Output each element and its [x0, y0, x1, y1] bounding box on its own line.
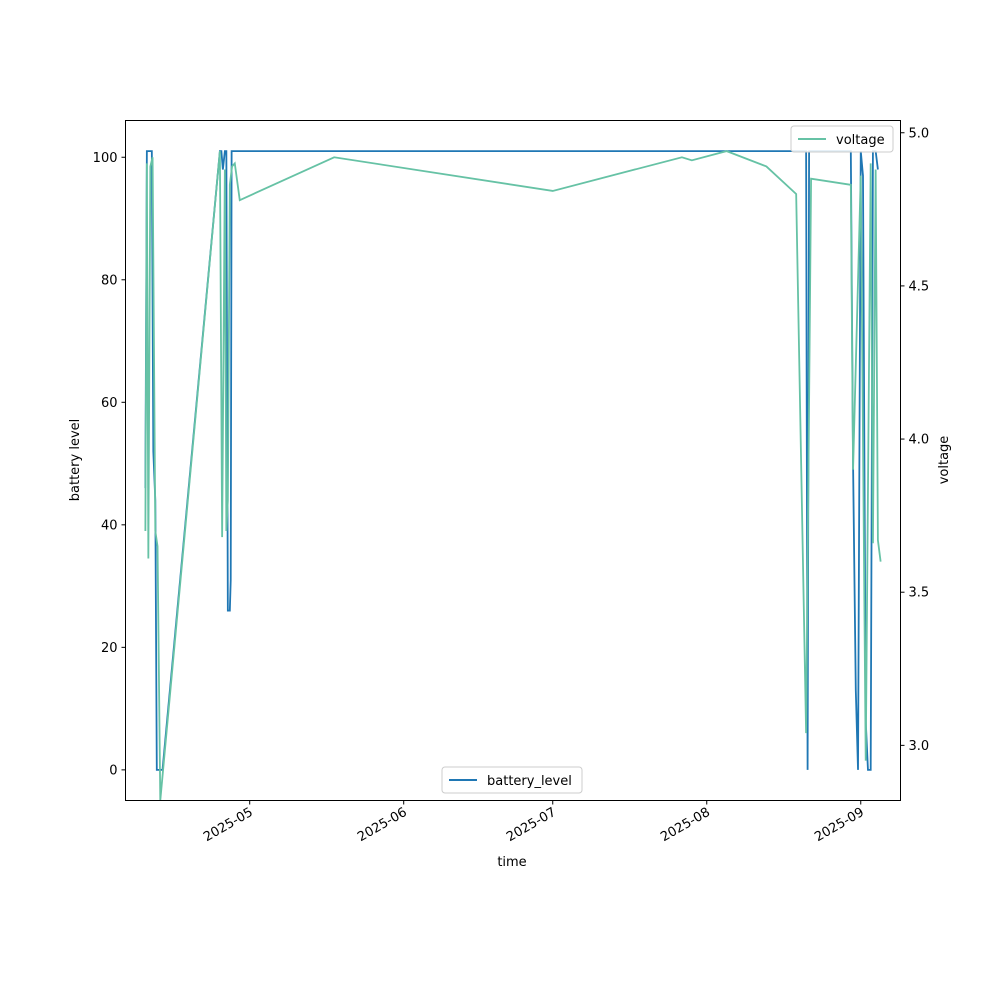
plot-frame — [125, 120, 901, 801]
legend-battery-level: battery_level — [441, 766, 583, 794]
legend-battery-level-box — [441, 766, 583, 794]
y2-tick-label: 3.5 — [909, 586, 930, 601]
series-line-battery-level — [144, 150, 879, 771]
y-axis-title: battery level — [68, 419, 83, 502]
x-tick-label: 2025-05 — [201, 805, 256, 845]
x-axis-title: time — [497, 855, 526, 870]
x-tick-label: 2025-08 — [658, 805, 713, 845]
x-tick-label: 2025-06 — [355, 805, 410, 845]
y2-axis-title: voltage — [937, 436, 952, 485]
y-tick-label: 40 — [101, 518, 118, 533]
legend-voltage: voltage — [790, 125, 894, 153]
y-tick-label: 20 — [101, 641, 118, 656]
battery-level-series-group — [144, 150, 879, 771]
voltage-series-group — [144, 150, 882, 801]
legend-battery-level-label: battery_level — [487, 774, 572, 789]
y2-tick-label: 5.0 — [909, 126, 930, 141]
x-tick-label: 2025-09 — [812, 805, 867, 845]
legend-voltage-box — [790, 125, 894, 153]
y-tick-label: 80 — [101, 273, 118, 288]
y-tick-label: 60 — [101, 396, 118, 411]
x-tick-label: 2025-07 — [504, 805, 559, 845]
y-axis-ticks: 0 20 40 60 80 100 — [93, 151, 126, 778]
y2-tick-label: 4.5 — [909, 279, 930, 294]
y-tick-label: 0 — [109, 763, 117, 778]
legend-voltage-label: voltage — [836, 133, 885, 148]
series-line-voltage — [144, 150, 882, 801]
y2-tick-label: 3.0 — [909, 739, 930, 754]
x-axis-ticks: 2025-05 2025-06 2025-07 2025-08 2025-09 — [201, 800, 867, 845]
y2-tick-label: 4.0 — [909, 433, 930, 448]
y2-axis-ticks: 3.0 3.5 4.0 4.5 5.0 — [900, 126, 930, 754]
plot-background — [125, 120, 901, 801]
y-tick-label: 100 — [93, 151, 118, 166]
